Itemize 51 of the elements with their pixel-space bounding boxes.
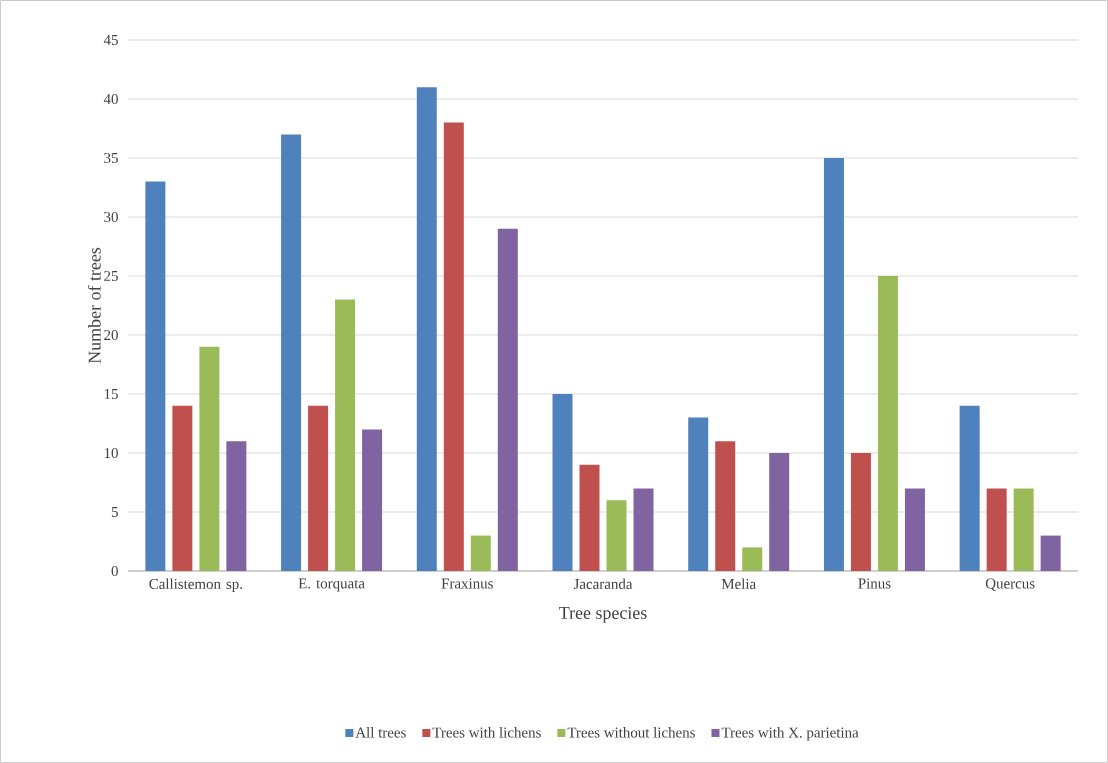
bar [1013,488,1034,571]
legend-label: Trees without lichens [567,727,695,738]
bar [850,452,871,571]
bar [281,134,302,571]
legend-label: All trees [355,727,406,738]
y-tick-label: 40 [103,93,118,105]
bar [877,275,898,571]
bar [497,228,518,571]
x-tick-label: Callistemon sp. [149,578,242,593]
x-tick-label: Fraxinus [441,578,493,589]
bar [470,535,491,571]
bar [823,157,844,571]
bar [172,405,193,571]
legend-label: Trees with lichens [432,727,541,738]
y-tick-label: 5 [111,507,118,517]
y-tick-label: 35 [104,152,118,163]
bar [199,346,220,571]
y-tick-label: 10 [104,447,118,459]
bar [742,547,763,571]
bar [1040,535,1061,571]
x-tick-label: Quercus [985,578,1035,591]
x-tick-label: Jacaranda [573,578,633,590]
x-axis-title: Tree species [559,606,647,623]
bar [552,393,573,571]
bar [335,299,356,571]
x-tick-label: Pinus [858,578,891,589]
bar [986,488,1007,571]
bar [904,488,925,571]
y-tick-label: 25 [104,270,118,281]
y-tick-label: 45 [103,35,118,45]
bar [362,429,383,571]
y-tick-label: 0 [111,565,118,577]
bar [606,500,627,571]
y-tick-label: 30 [104,211,118,223]
y-axis-title: Number of trees [87,247,101,364]
bar [688,417,709,571]
bar [308,405,329,571]
bar [443,122,464,571]
bar [715,441,736,571]
bar [579,464,600,571]
bar [769,452,790,571]
bar [226,441,247,571]
y-tick-label: 20 [104,329,118,341]
bar [416,87,437,571]
legend-label: Trees with X. parietina [721,727,859,741]
bar [145,181,166,571]
x-tick-label: Melia [721,578,756,590]
bar [959,405,980,571]
bar [633,488,654,571]
x-tick-label: E. torquata [298,578,365,592]
y-tick-label: 15 [104,388,118,399]
